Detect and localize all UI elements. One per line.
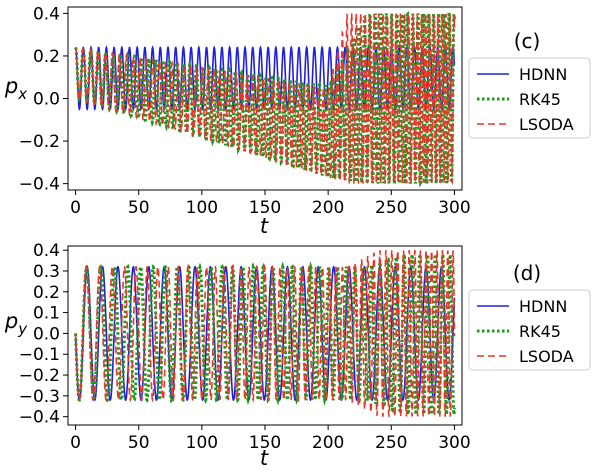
panel-label: (c)	[514, 29, 541, 53]
x-tick-label: 150	[249, 198, 281, 218]
x-axis-label: t	[260, 446, 269, 470]
y-tick-label: −0.2	[19, 132, 60, 152]
x-tick-label: 150	[249, 433, 281, 453]
legend-box	[468, 289, 591, 371]
y-tick-label: 0.0	[33, 90, 60, 110]
y-axis-label: px	[4, 74, 27, 103]
y-axis-label-subscript: y	[17, 320, 28, 338]
series-group	[74, 248, 456, 420]
legend-label-lsoda: LSODA	[519, 115, 574, 134]
x-tick-label: 50	[128, 198, 150, 218]
x-tick-label: 250	[375, 433, 407, 453]
legend-label-hdnn: HDNN	[519, 65, 567, 84]
x-axis-label: t	[260, 214, 269, 238]
panel-d: 0 50 100 150 200 250 300 −0.4−0.3−0.2−0.10.00.1…	[4, 241, 591, 470]
x-tick-label: 0	[70, 198, 81, 218]
legend-box	[468, 57, 591, 139]
legend-label-hdnn: HDNN	[519, 297, 567, 316]
y-tick-label: 0.4	[33, 4, 60, 24]
y-tick-label: −0.4	[19, 408, 60, 428]
y-tick-label: 0.3	[33, 262, 60, 282]
x-tick-label: 100	[186, 198, 218, 218]
x-tick-label: 200	[312, 433, 344, 453]
y-tick-label: 0.0	[33, 324, 60, 344]
series-line-rk45	[74, 248, 456, 420]
y-tick-label: 0.4	[33, 241, 60, 261]
series-line-lsoda	[74, 12, 456, 186]
x-tick-label: 300	[438, 198, 470, 218]
x-tick-label: 0	[70, 433, 81, 453]
y-tick-label: −0.1	[19, 345, 60, 365]
y-axis-label-subscript: x	[17, 85, 27, 103]
x-tick-label: 50	[128, 433, 150, 453]
series-line-lsoda	[74, 249, 456, 418]
x-tick-label: 250	[375, 198, 407, 218]
y-tick-label: −0.4	[19, 175, 60, 195]
y-tick-label: −0.3	[19, 387, 60, 407]
y-axis-label: py	[4, 309, 28, 338]
y-tick-label: 0.1	[33, 304, 60, 324]
series-group	[74, 10, 456, 188]
x-tick-label: 200	[312, 198, 344, 218]
legend-label-lsoda: LSODA	[519, 347, 574, 366]
legend-label-rk45: RK45	[519, 322, 561, 341]
y-tick-label: 0.2	[33, 47, 60, 67]
y-tick-label: −0.2	[19, 366, 60, 386]
legend-label-rk45: RK45	[519, 90, 561, 109]
x-tick-label: 100	[186, 433, 218, 453]
panel-c: 0 50 100 150 200 250 300 −0.4 −0.2 0.0 0.2 0.4 t px (c…	[4, 4, 591, 238]
panel-label: (d)	[513, 261, 541, 285]
x-tick-label: 300	[438, 433, 470, 453]
y-tick-label: 0.2	[33, 283, 60, 303]
